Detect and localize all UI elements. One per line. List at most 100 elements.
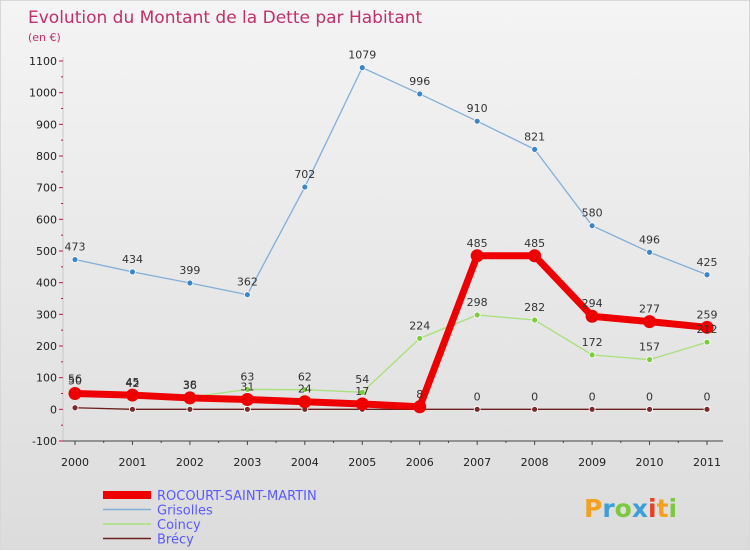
data-point xyxy=(301,183,309,191)
data-point xyxy=(703,338,711,346)
y-tick-label: 700 xyxy=(36,182,57,195)
data-point xyxy=(416,90,424,98)
data-point xyxy=(531,405,539,413)
data-label: 425 xyxy=(697,256,718,269)
data-label: 212 xyxy=(697,323,718,336)
series-coincy xyxy=(71,311,711,401)
legend-label: Coincy xyxy=(157,518,201,533)
data-label: 36 xyxy=(183,379,197,392)
data-label: 996 xyxy=(409,75,430,88)
data-point xyxy=(129,268,136,276)
data-point xyxy=(129,405,136,413)
series-line xyxy=(74,407,707,410)
x-tick-label: 2011 xyxy=(693,456,721,469)
data-label: 485 xyxy=(467,237,488,250)
legend-item: ROCOURT-SAINT-MARTIN xyxy=(103,489,317,504)
data-point xyxy=(416,334,424,342)
data-label: 259 xyxy=(697,308,718,321)
series-line xyxy=(74,314,708,398)
series-rocourt-saint-martin xyxy=(68,249,714,414)
series-grisolles xyxy=(71,64,711,299)
y-tick-label: 400 xyxy=(36,277,57,290)
data-label: 580 xyxy=(582,207,603,220)
x-tick-label: 2005 xyxy=(348,456,376,469)
data-point xyxy=(473,405,481,413)
data-label: 0 xyxy=(474,390,481,403)
x-tick-label: 2007 xyxy=(463,456,491,469)
y-tick-label: 800 xyxy=(36,150,57,163)
x-tick-label: 2004 xyxy=(291,456,319,469)
data-label: 496 xyxy=(639,233,660,246)
data-point xyxy=(531,316,539,324)
data-point xyxy=(243,291,251,299)
data-point xyxy=(700,320,714,334)
data-label: 294 xyxy=(582,297,603,310)
data-label: 821 xyxy=(524,130,545,143)
legend-label: Grisolles xyxy=(157,504,213,519)
data-label: 910 xyxy=(467,102,488,115)
x-tick-label: 2003 xyxy=(233,456,261,469)
y-tick-label: 300 xyxy=(36,308,57,321)
data-label: 485 xyxy=(524,237,545,250)
data-point xyxy=(243,385,251,393)
y-tick-label: 200 xyxy=(36,340,57,353)
data-label: 362 xyxy=(237,276,258,289)
legend-label: Brécy xyxy=(157,533,194,548)
data-point xyxy=(71,404,79,412)
data-point xyxy=(646,248,653,256)
data-label: 54 xyxy=(355,373,369,386)
data-point xyxy=(703,405,711,413)
data-point xyxy=(646,405,653,413)
data-point xyxy=(301,386,309,394)
legend-item: Grisolles xyxy=(103,504,213,519)
data-label: 17 xyxy=(355,385,369,398)
data-label: 42 xyxy=(125,377,139,390)
axes: -100010020030040050060070080090010001100… xyxy=(29,55,723,469)
data-point xyxy=(125,388,139,402)
data-label: 1079 xyxy=(348,49,376,62)
data-point xyxy=(183,391,197,405)
data-label: 63 xyxy=(240,370,254,383)
series-line xyxy=(74,67,708,296)
data-point xyxy=(585,309,599,323)
data-point xyxy=(643,315,657,329)
data-label: 31 xyxy=(240,381,254,394)
x-tick-label: 2002 xyxy=(176,456,204,469)
x-tick-label: 2001 xyxy=(118,456,146,469)
data-label: 298 xyxy=(467,296,488,309)
chart-title: Evolution du Montant de la Dette par Hab… xyxy=(28,8,423,28)
chart-subtitle: (en €) xyxy=(28,31,61,44)
x-tick-label: 2010 xyxy=(636,456,664,469)
data-point xyxy=(240,393,254,407)
proxiti-logo: Proxiti xyxy=(584,494,677,523)
data-point xyxy=(298,395,312,409)
legend-item: Coincy xyxy=(103,518,201,533)
data-point xyxy=(358,388,366,396)
data-point xyxy=(646,356,653,364)
y-tick-label: 600 xyxy=(36,213,57,226)
data-point xyxy=(358,64,366,72)
data-label: 224 xyxy=(409,319,430,332)
data-label: 0 xyxy=(704,390,711,403)
data-label: 62 xyxy=(298,371,312,384)
y-tick-label: 0 xyxy=(50,403,57,416)
data-point xyxy=(186,405,194,413)
legend-label: ROCOURT-SAINT-MARTIN xyxy=(157,489,317,504)
series-line xyxy=(74,252,708,411)
y-tick-label: 1000 xyxy=(29,87,57,100)
data-point xyxy=(528,249,542,263)
data-point xyxy=(413,400,427,414)
data-point xyxy=(355,397,369,411)
y-tick-label: 900 xyxy=(36,118,57,131)
data-point xyxy=(243,405,251,413)
data-label: 399 xyxy=(179,264,200,277)
data-label: 0 xyxy=(646,390,653,403)
data-label: 277 xyxy=(639,303,660,316)
logo-text: Proxiti xyxy=(584,494,677,523)
data-label: 50 xyxy=(68,375,82,388)
data-point xyxy=(186,279,194,287)
data-label: 157 xyxy=(639,341,660,354)
x-tick-label: 2008 xyxy=(521,456,549,469)
